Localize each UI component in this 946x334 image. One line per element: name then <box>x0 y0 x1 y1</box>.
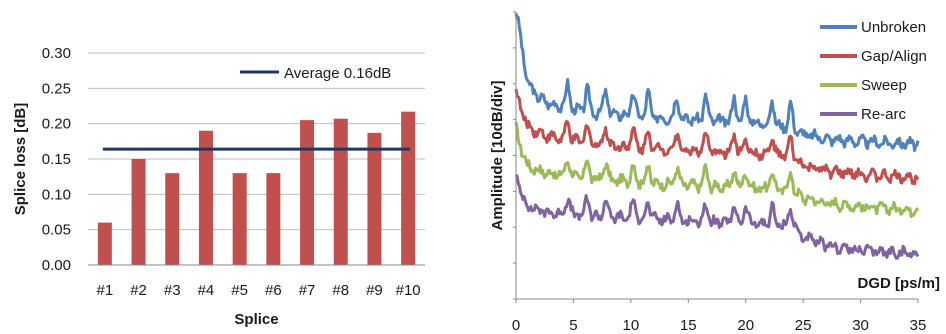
bar <box>199 131 213 265</box>
legend-label: Gap/Align <box>861 48 927 65</box>
bar <box>334 119 348 265</box>
right-x-axis-label: DGD [ps/m] <box>858 275 941 292</box>
left-y-tick-labels: 0.00 0.05 0.10 0.15 0.20 0.25 0.30 <box>42 45 71 274</box>
x-tick-label: 25 <box>795 317 812 334</box>
bar <box>165 173 179 265</box>
bar <box>98 223 112 265</box>
right-y-axis-label: Amplitude [10dB/div] <box>489 80 506 230</box>
x-tick-label: 15 <box>680 317 697 334</box>
series-line <box>516 13 918 150</box>
x-tick-label: #1 <box>97 282 114 299</box>
left-y-axis-label: Splice loss [dB] <box>12 103 29 216</box>
x-tick-label: #6 <box>265 282 282 299</box>
splice-loss-chart: 0.000.050.100.150.200.250.30 #1 #2 #3 #4 #5 #… <box>12 45 425 328</box>
x-tick-label: 5 <box>569 317 577 334</box>
right-legend: Unbroken Gap/Align Sweep Re-arc <box>820 19 927 123</box>
y-tick-label: 0.25 <box>42 80 71 97</box>
y-tick-label: 0.05 <box>42 222 71 239</box>
bar <box>266 173 280 265</box>
left-x-axis-label: Splice <box>234 311 278 328</box>
bar-series <box>98 112 415 265</box>
legend-label: Re-arc <box>861 106 907 123</box>
bar <box>233 173 247 265</box>
average-legend-label: Average 0.16dB <box>284 65 391 82</box>
bar <box>401 112 415 265</box>
x-tick-label: 10 <box>623 317 640 334</box>
x-tick-label: #8 <box>332 282 349 299</box>
dgd-amplitude-chart: 0 5 10 15 20 25 30 35 Unbroken Gap/Align Sweep Re-… <box>489 12 940 334</box>
x-tick-label: #3 <box>164 282 181 299</box>
x-tick-label: #7 <box>299 282 316 299</box>
bar <box>367 133 381 265</box>
bar <box>300 120 314 265</box>
bar <box>132 159 146 265</box>
x-tick-label: 30 <box>852 317 869 334</box>
y-tick-label: 0.30 <box>42 45 71 62</box>
legend-label: Unbroken <box>861 19 926 36</box>
x-tick-label: #9 <box>366 282 383 299</box>
y-tick-label: 0.00 <box>42 257 71 274</box>
y-tick-label: 0.20 <box>42 116 71 133</box>
legend-label: Sweep <box>861 77 907 94</box>
left-x-tick-labels: #1 #2 #3 #4 #5 #6 #7 #8 #9 #10 <box>97 282 421 299</box>
x-tick-label: 20 <box>737 317 754 334</box>
x-tick-label: 35 <box>910 317 927 334</box>
y-tick-label: 0.10 <box>42 186 71 203</box>
x-tick-label: #4 <box>198 282 215 299</box>
y-tick-label: 0.15 <box>42 151 71 168</box>
right-x-tick-labels: 0 5 10 15 20 25 30 35 <box>512 299 927 334</box>
line-series <box>516 13 918 258</box>
x-tick-label: #10 <box>396 282 421 299</box>
x-tick-label: #2 <box>130 282 147 299</box>
x-tick-label: #5 <box>231 282 248 299</box>
x-tick-label: 0 <box>512 317 520 334</box>
